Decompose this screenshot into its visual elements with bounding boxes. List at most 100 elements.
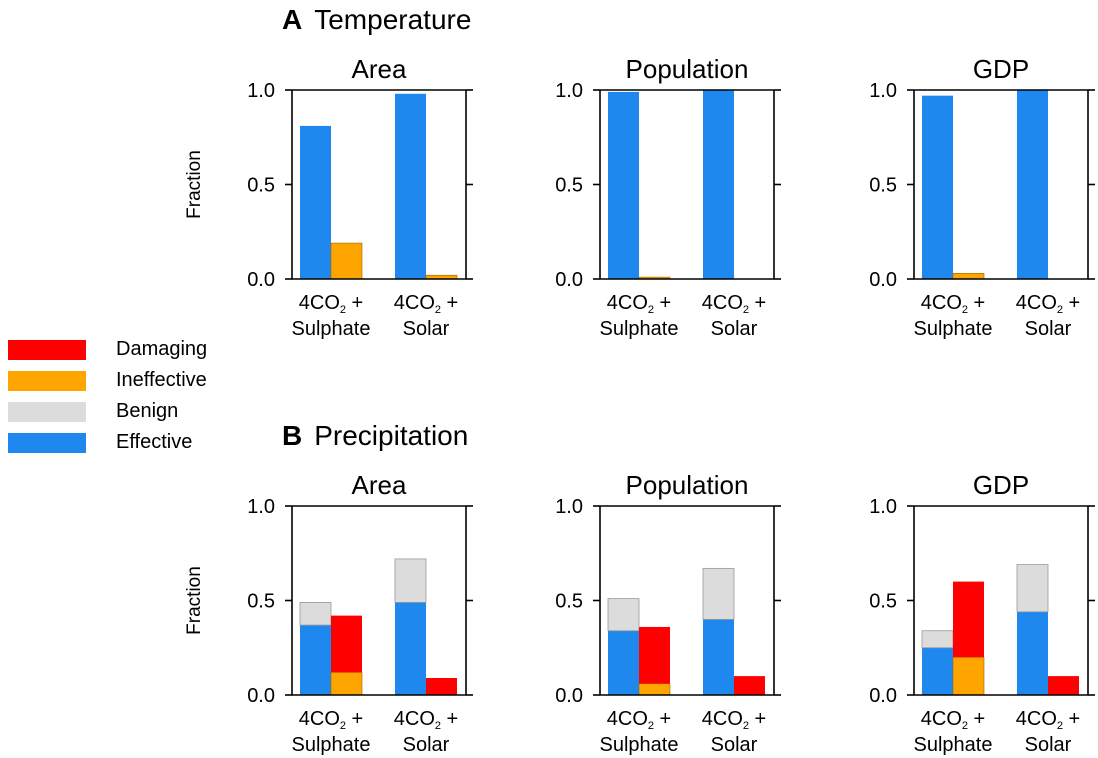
y-tick-label: 0.0: [869, 269, 897, 291]
bar-damaging-1: [639, 626, 670, 684]
y-tick-label: 0.0: [555, 269, 583, 291]
chart-title: Area: [352, 470, 407, 500]
bar-effective-1: [922, 95, 953, 279]
y-axis-label: Fraction: [184, 150, 205, 219]
section-b-letter: B: [282, 420, 303, 451]
y-tick-label: 1.0: [247, 496, 275, 518]
x-tick-label: 4CO2 +: [1016, 708, 1081, 732]
legend-label-effective: Effective: [116, 431, 193, 453]
legend-label-ineffective: Ineffective: [116, 369, 207, 391]
x-tick-label: 4CO2 +: [607, 708, 672, 732]
x-tick-label: Sulphate: [600, 318, 679, 340]
y-tick-label: 0.0: [555, 685, 583, 707]
x-tick-label: 4CO2 +: [299, 708, 364, 732]
x-tick-label: 4CO2 +: [394, 292, 459, 316]
y-tick-label: 0.5: [869, 591, 897, 613]
bar-ineffective-1: [952, 273, 985, 280]
bar-effective-1: [922, 647, 953, 695]
legend-swatch-effective: [8, 433, 86, 453]
bar-effective-2: [703, 619, 734, 695]
y-axis-label: Fraction: [184, 566, 205, 635]
x-tick-label: Sulphate: [600, 734, 679, 756]
y-tick-label: 0.0: [247, 685, 275, 707]
section-a-title: A Temperature: [282, 4, 471, 36]
x-tick-label: Solar: [711, 734, 758, 756]
y-tick-label: 0.5: [247, 591, 275, 613]
section-a-letter: A: [282, 4, 303, 35]
chart-title: Population: [626, 54, 749, 84]
bar-effective-1: [300, 125, 331, 279]
y-tick-label: 1.0: [869, 80, 897, 102]
x-tick-label: 4CO2 +: [607, 292, 672, 316]
x-tick-label: 4CO2 +: [702, 292, 767, 316]
legend-swatch-benign: [8, 402, 86, 422]
y-tick-label: 1.0: [555, 496, 583, 518]
x-tick-label: Sulphate: [914, 734, 993, 756]
y-tick-label: 0.0: [247, 269, 275, 291]
y-tick-label: 0.0: [869, 685, 897, 707]
legend-swatch-ineffective: [8, 371, 86, 391]
bar-ineffective-1: [330, 242, 363, 280]
x-tick-label: Solar: [403, 734, 450, 756]
x-tick-label: Solar: [711, 318, 758, 340]
bar-effective-1: [608, 630, 639, 695]
section-b-title: B Precipitation: [282, 420, 468, 452]
x-tick-label: Solar: [1025, 318, 1072, 340]
bar-damaging-2: [426, 677, 457, 695]
bar-benign-2: [394, 558, 427, 603]
bar-ineffective-1: [638, 683, 671, 696]
bar-damaging-1: [953, 581, 984, 658]
legend-label-damaging: Damaging: [116, 338, 208, 360]
y-tick-label: 1.0: [555, 80, 583, 102]
x-tick-label: Solar: [1025, 734, 1072, 756]
y-tick-label: 1.0: [869, 496, 897, 518]
bar-effective-2: [395, 602, 426, 695]
y-tick-label: 0.5: [555, 591, 583, 613]
bar-benign-1: [299, 601, 332, 626]
y-tick-label: 0.5: [555, 175, 583, 197]
bar-damaging-1: [331, 615, 362, 673]
y-tick-label: 0.5: [869, 175, 897, 197]
chart-title: Population: [626, 470, 749, 500]
bar-effective-2: [1017, 611, 1048, 695]
y-tick-label: 1.0: [247, 80, 275, 102]
legend-swatch-damaging: [8, 340, 86, 360]
x-tick-label: 4CO2 +: [1016, 292, 1081, 316]
legend-label-benign: Benign: [116, 400, 179, 422]
x-tick-label: Solar: [403, 318, 450, 340]
x-tick-label: 4CO2 +: [702, 708, 767, 732]
x-tick-label: Sulphate: [914, 318, 993, 340]
x-tick-label: 4CO2 +: [394, 708, 459, 732]
bar-benign-1: [607, 598, 640, 632]
x-tick-label: 4CO2 +: [299, 292, 364, 316]
chart-title: GDP: [973, 54, 1029, 84]
bar-ineffective-1: [952, 656, 985, 696]
bar-damaging-2: [1048, 676, 1079, 695]
x-tick-label: 4CO2 +: [921, 708, 986, 732]
bar-effective-2: [1017, 90, 1048, 279]
bar-benign-1: [921, 630, 954, 649]
x-tick-label: Sulphate: [292, 734, 371, 756]
bar-benign-2: [1016, 564, 1049, 613]
bar-damaging-2: [734, 676, 765, 695]
x-tick-label: Sulphate: [292, 318, 371, 340]
x-tick-label: 4CO2 +: [921, 292, 986, 316]
bar-effective-1: [300, 625, 331, 695]
bar-effective-2: [395, 93, 426, 279]
bar-effective-1: [608, 91, 639, 279]
section-b-label: Precipitation: [314, 420, 469, 451]
bar-ineffective-1: [330, 672, 363, 696]
section-a-label: Temperature: [314, 4, 472, 35]
y-tick-label: 0.5: [247, 175, 275, 197]
bar-benign-2: [702, 567, 735, 620]
chart-title: GDP: [973, 470, 1029, 500]
bar-effective-2: [703, 90, 734, 279]
chart-title: Area: [352, 54, 407, 84]
